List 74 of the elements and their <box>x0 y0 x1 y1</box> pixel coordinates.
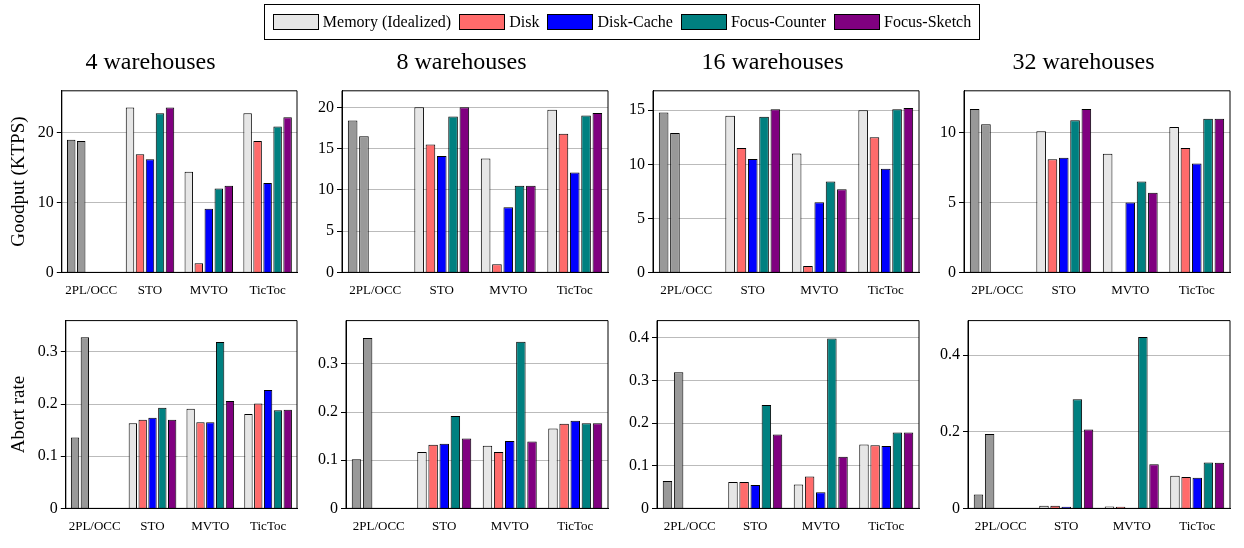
legend-label: Disk <box>509 13 540 31</box>
chart-title: 4 warehouses <box>85 47 216 74</box>
y-tick-label: 15 <box>629 100 645 118</box>
y-tick-label: 0 <box>45 262 54 280</box>
y-tick-label: 0.3 <box>37 342 58 360</box>
y-tick-label: 0.1 <box>318 450 338 468</box>
x-tick-label: TicToc <box>557 517 594 533</box>
x-tick-label: 2PL/OCC <box>971 281 1024 297</box>
y-tick-label: 0 <box>330 498 338 516</box>
x-tick-label: TicToc <box>249 281 286 297</box>
y-tick-label: 5 <box>326 221 334 239</box>
y-axis-title: Abort rate <box>7 375 29 454</box>
y-tick-label: 0.1 <box>37 446 58 464</box>
x-tick-label: 2PL/OCC <box>352 517 405 533</box>
x-tick-label: TicToc <box>556 281 594 297</box>
x-tick-label: STO <box>432 517 457 533</box>
x-tick-label: TicToc <box>1178 281 1216 297</box>
chart-title: 8 warehouses <box>396 47 527 74</box>
y-tick-label: 0.4 <box>940 345 960 363</box>
y-tick-label: 0.3 <box>629 370 649 388</box>
y-tick-label: 0 <box>637 262 645 280</box>
x-tick-label: STO <box>137 281 163 297</box>
y-tick-label: 0.2 <box>629 413 649 431</box>
x-tick-label: 2PL/OCC <box>68 517 121 533</box>
chart-title: 16 warehouses <box>701 47 844 74</box>
x-tick-label: MVTO <box>1111 281 1150 297</box>
y-tick-label: 0 <box>952 498 960 516</box>
y-tick-label: 0.1 <box>629 455 649 473</box>
y-axis-title: Goodput (KTPS) <box>7 116 30 247</box>
x-tick-label: TicToc <box>868 517 905 533</box>
y-tick-label: 10 <box>940 122 956 140</box>
x-tick-label: TicToc <box>867 281 905 297</box>
y-tick-label: 0 <box>49 498 58 516</box>
x-tick-label: MVTO <box>801 517 840 533</box>
y-tick-label: 0.2 <box>318 402 338 420</box>
y-tick-label: 0 <box>948 262 956 280</box>
x-tick-label: 2PL/OCC <box>660 281 713 297</box>
y-tick-label: 0 <box>326 262 334 280</box>
x-tick-label: MVTO <box>489 281 528 297</box>
y-tick-label: 10 <box>37 192 54 210</box>
x-tick-label: TicToc <box>1179 517 1216 533</box>
y-tick-label: 10 <box>629 154 645 172</box>
legend-label: Focus-Sketch <box>884 13 972 31</box>
legend-label: Memory (Idealized) <box>322 13 452 31</box>
x-tick-label: STO <box>140 517 165 533</box>
x-tick-label: STO <box>743 517 768 533</box>
y-tick-label: 15 <box>318 138 334 156</box>
y-tick-label: 0.3 <box>318 354 338 372</box>
x-tick-label: MVTO <box>1112 517 1151 533</box>
y-tick-label: 20 <box>37 122 54 140</box>
y-tick-label: 5 <box>948 192 956 210</box>
y-tick-label: 0 <box>641 498 649 516</box>
y-tick-label: 0.2 <box>37 394 58 412</box>
x-tick-label: STO <box>1051 281 1076 297</box>
x-tick-label: TicToc <box>250 517 287 533</box>
x-tick-label: MVTO <box>189 281 228 297</box>
x-tick-label: STO <box>429 281 454 297</box>
chart-title: 32 warehouses <box>1012 47 1155 74</box>
x-tick-label: MVTO <box>490 517 529 533</box>
y-tick-label: 10 <box>318 180 334 198</box>
y-tick-label: 0.4 <box>629 327 649 345</box>
x-tick-label: 2PL/OCC <box>974 517 1027 533</box>
legend-label: Disk-Cache <box>597 13 673 31</box>
x-tick-label: MVTO <box>191 517 230 533</box>
y-tick-label: 20 <box>318 97 334 115</box>
x-tick-label: MVTO <box>800 281 839 297</box>
x-tick-label: 2PL/OCC <box>663 517 716 533</box>
x-tick-label: 2PL/OCC <box>65 281 118 297</box>
y-tick-label: 0.2 <box>940 421 960 439</box>
x-tick-label: STO <box>1054 517 1079 533</box>
legend-label: Focus-Counter <box>730 13 827 31</box>
x-tick-label: STO <box>740 281 765 297</box>
y-tick-label: 5 <box>637 208 645 226</box>
x-tick-label: 2PL/OCC <box>349 281 402 297</box>
